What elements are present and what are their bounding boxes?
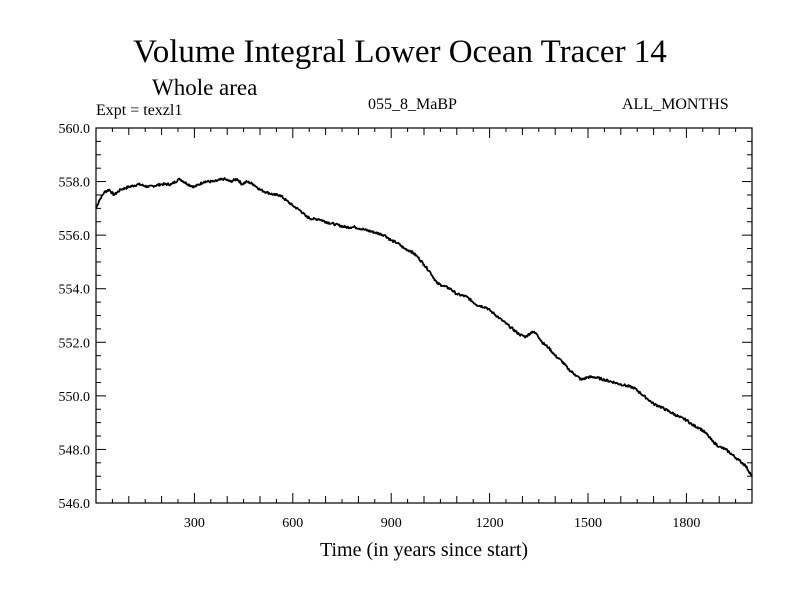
y-tick-label: 546.0 [59, 497, 91, 512]
x-tick-label: 1500 [574, 516, 602, 531]
x-tick-label: 1800 [672, 516, 700, 531]
chart-title: Volume Integral Lower Ocean Tracer 14 [133, 34, 667, 70]
y-tick-label: 552.0 [59, 336, 91, 351]
y-tick-label: 550.0 [59, 390, 91, 405]
x-tick-label: 900 [381, 516, 402, 531]
experiment-label: Expt = texzl1 [96, 102, 183, 119]
plot-frame [95, 127, 753, 504]
y-tick-label: 556.0 [59, 229, 91, 244]
chart-subtitle: Whole area [152, 75, 258, 100]
months-label: ALL_MONTHS [622, 96, 729, 113]
x-tick-label: 300 [184, 516, 205, 531]
y-tick-label: 548.0 [59, 443, 91, 458]
axis-ticks: 300 600 900 1200 1500 1800 546.0 548.0 550.0 552.… [59, 122, 752, 531]
x-tick-label: 600 [282, 516, 303, 531]
x-axis-label: Time (in years since start) [320, 539, 528, 561]
x-tick-label: 1200 [476, 516, 504, 531]
y-tick-label: 560.0 [59, 122, 91, 137]
run-label: 055_8_MaBP [368, 96, 457, 113]
y-tick-label: 554.0 [59, 283, 91, 298]
series-line [95, 177, 753, 477]
y-tick-label: 558.0 [59, 176, 91, 191]
